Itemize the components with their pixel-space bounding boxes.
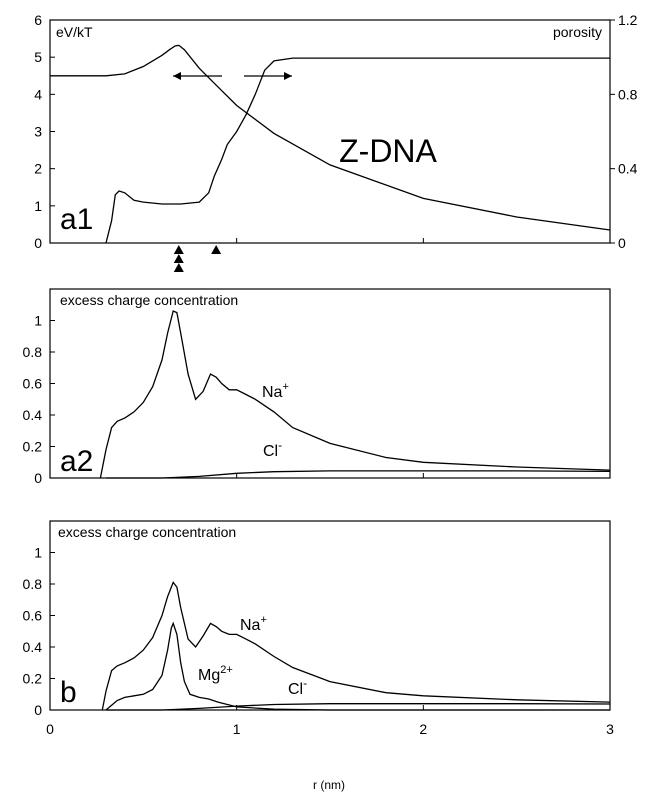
panel-a1-annotation: Z-DNA: [339, 133, 437, 169]
series-porosity-line: [105, 57, 610, 244]
panel-a1: eV/kT porosity Z-DNA a1 0 1 2 3 4 5 6 0 0.4 0.8 1…: [34, 12, 637, 251]
triangle-marker-icon: [173, 245, 184, 254]
y-tick-label: 0.6: [23, 608, 43, 624]
y-tick-label: 0.6: [23, 376, 43, 392]
panel-a2-title: excess charge concentration: [60, 292, 238, 308]
series-line-0: [101, 581, 611, 711]
arrow-right-icon: [284, 72, 292, 80]
panel-b-ticks: 0 0.2 0.4 0.6 0.8 1: [23, 545, 55, 718]
panel-a2-series: [99, 310, 611, 479]
triangle-marker-icon: [173, 263, 184, 272]
panel-a1-left-ticks: 0 1 2 3 4 5 6: [34, 12, 55, 251]
panel-a1-frame: [49, 19, 611, 244]
panel-b-label-cl: Cl-: [288, 676, 307, 698]
panel-a1-right-ticks: 0 0.4 0.8 1.2: [610, 12, 638, 251]
y-tick-label: 0: [34, 470, 42, 486]
y-tick-label: 6: [34, 12, 42, 28]
panel-a2-label-cl: Cl-: [263, 438, 282, 460]
panel-b-series: [101, 581, 611, 711]
panel-a1-position-markers: [173, 245, 222, 272]
x-tick-label: 2: [419, 721, 427, 737]
y-tick-label: 0: [34, 235, 42, 251]
panel-b-label-mg: Mg2+: [198, 664, 233, 684]
y-tick-label: 0.8: [23, 576, 43, 592]
y-tick-label: 1: [34, 313, 42, 329]
series-line-1: [106, 470, 611, 479]
panel-a2: excess charge concentration a2 0 0.2 0.4 0.…: [23, 288, 611, 486]
panel-a2-label: a2: [60, 445, 93, 478]
panel-a1-left-unit-label: eV/kT: [56, 24, 93, 40]
y-tick-label: 1: [34, 198, 42, 214]
x-tick-label: 1: [233, 721, 241, 737]
panel-a1-arrows: [173, 72, 292, 80]
y-tick-label: 0.4: [23, 407, 43, 423]
x-axis-label: r (nm): [313, 778, 345, 792]
y-right-tick-label: 0: [618, 235, 626, 251]
panel-a2-frame: [49, 288, 611, 479]
y-right-tick-label: 0.8: [618, 86, 638, 102]
y-tick-label: 0.2: [23, 671, 43, 687]
y-right-tick-label: 1.2: [618, 12, 638, 28]
panel-b: excess charge concentration b 0 0.2 0.4 0.6…: [23, 520, 611, 718]
y-tick-label: 0.4: [23, 639, 43, 655]
y-tick-label: 0.2: [23, 439, 43, 455]
panel-b-label-na: Na+: [240, 614, 267, 634]
panel-a2-ticks: 0 0.2 0.4 0.6 0.8 1: [23, 313, 55, 486]
x-axis-ticks: 0 1 2 3: [46, 238, 614, 737]
triangle-marker-icon: [173, 254, 184, 263]
triangle-marker-icon: [211, 245, 222, 254]
y-tick-label: 0: [34, 702, 42, 718]
x-tick-label: 3: [606, 721, 614, 737]
series-line-1: [105, 621, 610, 711]
x-tick-label: 0: [46, 721, 54, 737]
y-tick-label: 0.8: [23, 344, 43, 360]
arrow-left-icon: [173, 72, 181, 80]
panel-a2-label-na: Na+: [262, 381, 289, 401]
series-potential-line: [50, 44, 611, 231]
y-right-tick-label: 0.4: [618, 161, 638, 177]
panel-a1-label: a1: [60, 203, 93, 236]
panel-b-title: excess charge concentration: [58, 524, 236, 540]
panel-a1-series: [50, 44, 611, 244]
y-tick-label: 1: [34, 545, 42, 561]
series-line-2: [106, 703, 611, 711]
panel-a1-right-unit-label: porosity: [553, 24, 602, 40]
y-tick-label: 2: [34, 161, 42, 177]
y-tick-label: 5: [34, 49, 42, 65]
y-tick-label: 4: [34, 86, 42, 102]
y-tick-label: 3: [34, 124, 42, 140]
panel-b-label: b: [60, 676, 77, 709]
series-line-0: [99, 310, 611, 479]
